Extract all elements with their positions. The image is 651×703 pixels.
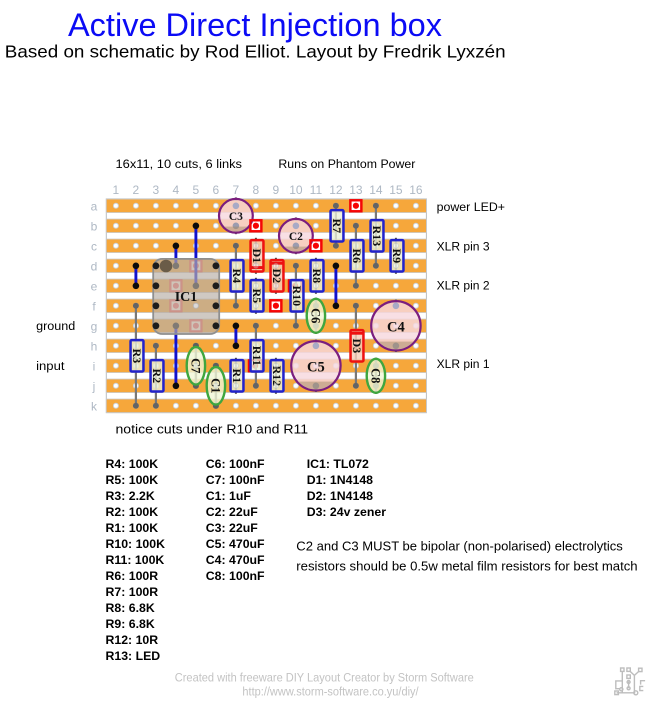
svg-text:R3: 2.2K: R3: 2.2K	[106, 489, 155, 503]
svg-text:C6: C6	[309, 308, 323, 323]
svg-text:Created with freeware DIY Layo: Created with freeware DIY Layout Creator…	[175, 671, 474, 685]
svg-text:i: i	[93, 359, 96, 373]
svg-text:j: j	[92, 379, 96, 393]
svg-text:6: 6	[213, 183, 220, 197]
svg-text:C2: C2	[289, 231, 303, 243]
svg-text:9: 9	[273, 183, 280, 197]
svg-text:D3: 24v zener: D3: 24v zener	[307, 505, 387, 519]
svg-text:C8: 100nF: C8: 100nF	[206, 569, 265, 583]
svg-text:12: 12	[329, 183, 343, 197]
svg-text:R5: 100K: R5: 100K	[106, 473, 159, 487]
svg-text:R13: R13	[370, 225, 384, 246]
svg-text:R6: 100R: R6: 100R	[106, 569, 159, 583]
svg-text:c: c	[91, 239, 97, 253]
svg-text:f: f	[92, 299, 96, 313]
svg-text:C1: 1uF: C1: 1uF	[206, 489, 252, 503]
svg-text:R4: 100K: R4: 100K	[106, 457, 159, 471]
svg-text:R2: R2	[150, 368, 164, 383]
svg-text:2: 2	[133, 183, 140, 197]
svg-text:a: a	[91, 199, 98, 213]
svg-text:e: e	[91, 279, 98, 293]
svg-text:C2 and C3 MUST be bipolar (non: C2 and C3 MUST be bipolar (non-polarised…	[296, 539, 623, 554]
svg-text:C5: 470uF: C5: 470uF	[206, 537, 265, 551]
svg-text:R7: R7	[330, 218, 344, 233]
svg-text:R2: 100K: R2: 100K	[106, 505, 159, 519]
svg-text:13: 13	[349, 183, 363, 197]
svg-text:R7: 100R: R7: 100R	[106, 585, 159, 599]
svg-text:C5: C5	[307, 359, 325, 375]
svg-text:C3: C3	[229, 211, 243, 223]
svg-text:4: 4	[173, 183, 180, 197]
svg-text:D3: D3	[350, 338, 364, 353]
svg-text:b: b	[91, 219, 98, 233]
svg-text:XLR pin 2: XLR pin 2	[437, 279, 490, 293]
svg-text:notice cuts under R10 and R11: notice cuts under R10 and R11	[116, 423, 309, 437]
svg-text:C8: C8	[369, 368, 383, 383]
svg-text:D2: 1N4148: D2: 1N4148	[307, 489, 373, 503]
svg-text:C7: C7	[189, 358, 203, 373]
svg-text:R10: 100K: R10: 100K	[106, 537, 166, 551]
svg-text:R11: 100K: R11: 100K	[106, 553, 165, 567]
svg-text:g: g	[91, 319, 98, 333]
svg-text:input: input	[36, 359, 65, 373]
svg-text:14: 14	[369, 183, 383, 197]
svg-text:R12: 10R: R12: 10R	[106, 633, 159, 647]
svg-text:R12: R12	[270, 365, 284, 386]
svg-text:1: 1	[113, 183, 120, 197]
svg-text:7: 7	[233, 183, 240, 197]
svg-text:D1: 1N4148: D1: 1N4148	[307, 473, 373, 487]
svg-text:R10: R10	[290, 285, 304, 306]
svg-text:C1: C1	[209, 378, 223, 393]
svg-text:Runs on Phantom Power: Runs on Phantom Power	[278, 157, 415, 171]
svg-text:IC1: TL072: IC1: TL072	[307, 457, 369, 471]
svg-text:h: h	[91, 339, 98, 353]
svg-text:15: 15	[389, 183, 403, 197]
svg-text:C3: 22uF: C3: 22uF	[206, 521, 258, 535]
svg-text:IC1: IC1	[175, 290, 198, 305]
svg-text:R3: R3	[130, 348, 144, 363]
svg-text:d: d	[91, 259, 98, 273]
svg-text:C7: 100nF: C7: 100nF	[206, 473, 265, 487]
svg-text:XLR pin 1: XLR pin 1	[437, 357, 490, 371]
svg-text:R6: R6	[350, 248, 364, 263]
svg-text:Based on schematic by Rod Elli: Based on schematic by Rod Elliot. Layout…	[5, 42, 506, 62]
svg-text:R9: R9	[390, 248, 404, 263]
svg-text:D2: D2	[270, 268, 284, 283]
svg-text:power LED+: power LED+	[437, 200, 505, 214]
svg-text:R8: 6.8K: R8: 6.8K	[106, 601, 155, 615]
svg-text:C4: C4	[387, 319, 405, 335]
svg-text:resistors should be 0.5w metal: resistors should be 0.5w metal film resi…	[296, 559, 637, 574]
svg-text:C4: 470uF: C4: 470uF	[206, 553, 265, 567]
svg-text:http://www.storm-software.co.y: http://www.storm-software.co.yu/diy/	[242, 684, 419, 698]
svg-text:R1: R1	[230, 368, 244, 383]
svg-text:C6: 100nF: C6: 100nF	[206, 457, 265, 471]
svg-text:R11: R11	[250, 346, 264, 366]
svg-text:k: k	[91, 399, 98, 413]
svg-text:XLR pin 3: XLR pin 3	[437, 239, 490, 253]
svg-text:Active Direct Injection box: Active Direct Injection box	[68, 7, 442, 43]
svg-text:5: 5	[193, 183, 200, 197]
svg-text:R5: R5	[250, 288, 264, 303]
svg-text:R13: LED: R13: LED	[106, 649, 161, 663]
svg-text:3: 3	[153, 183, 160, 197]
svg-text:16x11, 10 cuts, 6 links: 16x11, 10 cuts, 6 links	[116, 157, 243, 171]
svg-text:C2: 22uF: C2: 22uF	[206, 505, 258, 519]
svg-text:R4: R4	[230, 268, 244, 283]
svg-text:16: 16	[409, 183, 423, 197]
svg-text:R9: 6.8K: R9: 6.8K	[106, 617, 155, 631]
svg-text:R8: R8	[310, 268, 324, 283]
svg-text:R1: 100K: R1: 100K	[106, 521, 159, 535]
svg-text:11: 11	[310, 183, 323, 197]
svg-text:8: 8	[253, 183, 260, 197]
svg-text:10: 10	[289, 183, 303, 197]
svg-text:ground: ground	[36, 319, 75, 333]
svg-text:D1: D1	[250, 248, 264, 263]
